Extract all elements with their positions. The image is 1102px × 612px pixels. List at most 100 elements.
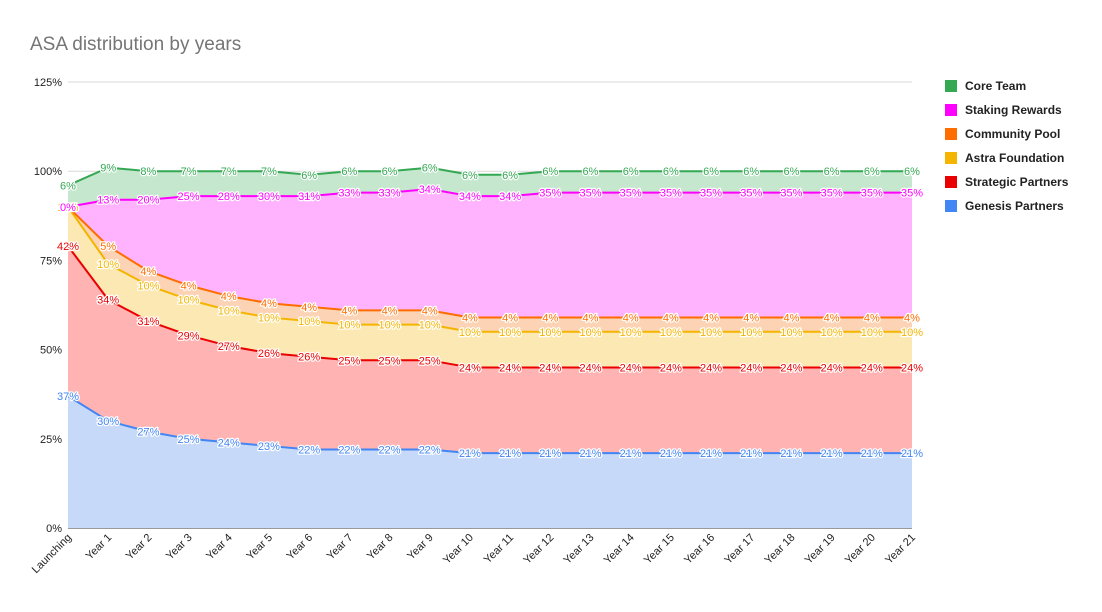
legend-label: Astra Foundation <box>965 151 1065 165</box>
data-label: 10% <box>419 320 441 332</box>
data-label: 24% <box>620 362 642 374</box>
data-label: 25% <box>419 355 441 367</box>
data-label: 7% <box>221 166 237 178</box>
data-label: 22% <box>298 445 320 457</box>
legend-label: Strategic Partners <box>965 175 1069 189</box>
legend-label: Staking Rewards <box>965 103 1062 117</box>
legend: Core Team Staking Rewards Community Pool As… <box>945 74 1068 218</box>
data-label: 6% <box>824 166 840 178</box>
data-label: 4% <box>462 312 478 324</box>
x-tick-label: Year 3 <box>164 532 195 563</box>
legend-item: Strategic Partners <box>945 170 1068 194</box>
data-label: 4% <box>221 291 237 303</box>
data-label: 6% <box>864 166 880 178</box>
data-label: 10% <box>579 327 601 339</box>
series-line-astra-foundation <box>67 206 912 333</box>
x-tick-label: Year 4 <box>204 532 235 563</box>
data-label: 34% <box>419 184 441 196</box>
x-tick-label: Year 2 <box>124 532 155 563</box>
data-label: 9% <box>100 163 116 175</box>
legend-label: Genesis Partners <box>965 199 1064 213</box>
x-tick-label: Year 15 <box>642 532 677 567</box>
data-label: 25% <box>338 355 360 367</box>
data-label: 35% <box>660 188 682 200</box>
data-label: 6% <box>301 170 317 182</box>
data-label: 35% <box>579 188 601 200</box>
data-label: 4% <box>743 312 759 324</box>
data-label: 10% <box>821 327 843 339</box>
data-label: 24% <box>740 362 762 374</box>
legend-item: Core Team <box>945 74 1068 98</box>
data-label: 4% <box>502 312 518 324</box>
data-label: 4% <box>583 312 599 324</box>
data-label: 4% <box>783 312 799 324</box>
x-tick-label: Year 7 <box>325 532 356 563</box>
data-label: 4% <box>623 312 639 324</box>
data-label: 21% <box>539 448 561 460</box>
y-tick-label: 25% <box>40 434 62 446</box>
data-label: 8% <box>140 166 156 178</box>
data-label: 4% <box>181 280 197 292</box>
data-label: 4% <box>341 305 357 317</box>
data-label: 10% <box>620 327 642 339</box>
data-label: 4% <box>542 312 558 324</box>
y-tick-label: 50% <box>40 345 62 357</box>
data-label: 24% <box>821 362 843 374</box>
data-label: 10% <box>258 312 280 324</box>
data-label: 6% <box>904 166 920 178</box>
y-tick-label: 125% <box>34 77 62 89</box>
data-label: 4% <box>864 312 880 324</box>
x-tick-label: Year 1 <box>84 532 115 563</box>
data-label: 5% <box>100 241 116 253</box>
data-label: 35% <box>821 188 843 200</box>
data-label: 30% <box>258 191 280 203</box>
x-tick-label: Year 8 <box>365 532 396 563</box>
data-label: 35% <box>620 188 642 200</box>
data-label: 13% <box>97 195 119 207</box>
data-label: 4% <box>824 312 840 324</box>
data-label: 7% <box>261 166 277 178</box>
x-tick-label: Year 13 <box>562 532 597 567</box>
data-label: 34% <box>459 191 481 203</box>
legend-swatch <box>945 128 957 140</box>
data-label: 25% <box>178 434 200 446</box>
data-label: 6% <box>60 180 76 192</box>
data-label: 6% <box>783 166 799 178</box>
data-label: 4% <box>904 312 920 324</box>
data-label: 0% <box>60 202 76 214</box>
data-label: 35% <box>780 188 802 200</box>
data-label: 6% <box>703 166 719 178</box>
data-label: 7% <box>181 166 197 178</box>
data-label: 11% <box>57 202 78 214</box>
area-genesis-partners <box>68 395 912 528</box>
data-label: 21% <box>901 448 923 460</box>
series-line-core-team <box>67 166 912 187</box>
data-label: 24% <box>539 362 561 374</box>
x-tick-label: Year 16 <box>682 532 717 567</box>
data-label: 10% <box>861 327 883 339</box>
data-label: 10% <box>539 327 561 339</box>
data-label: 34% <box>499 191 521 203</box>
data-label: 21% <box>499 448 521 460</box>
x-tick-label: Year 17 <box>722 532 757 567</box>
data-label: 10% <box>780 327 802 339</box>
data-label: 6% <box>341 166 357 178</box>
data-label: 10% <box>901 327 923 339</box>
data-label: 4% <box>261 298 277 310</box>
data-label: 21% <box>740 448 762 460</box>
data-label: 4% <box>382 305 398 317</box>
data-label: 24% <box>861 362 883 374</box>
x-tick-label: Launching <box>30 532 74 576</box>
x-tick-label: Year 12 <box>521 532 556 567</box>
data-label: 10% <box>740 327 762 339</box>
data-label: 27% <box>218 341 240 353</box>
chart-title: ASA distribution by years <box>30 34 241 55</box>
data-label: 24% <box>459 362 481 374</box>
data-label: 22% <box>419 445 441 457</box>
data-label: 10% <box>700 327 722 339</box>
data-label: 4% <box>140 266 156 278</box>
area-strategic-partners <box>68 246 912 454</box>
x-tick-label: Year 19 <box>803 532 838 567</box>
data-label: 6% <box>462 170 478 182</box>
